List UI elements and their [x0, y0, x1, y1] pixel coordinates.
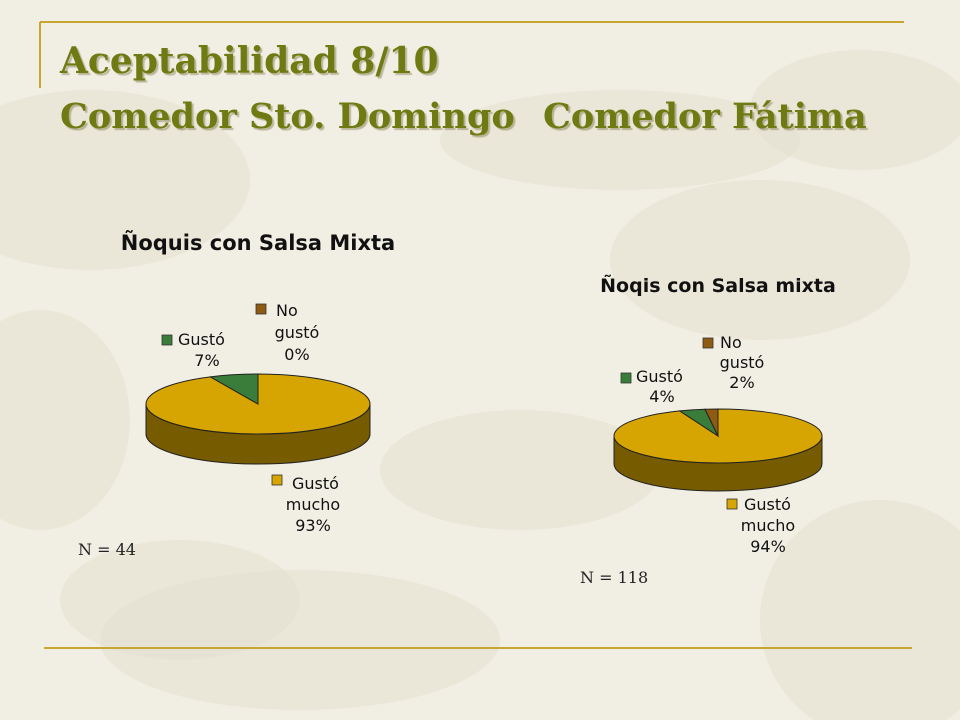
legend-swatch [702, 337, 714, 349]
slide-title: Aceptabilidad 8/10 [60, 40, 439, 82]
legend-swatch [726, 498, 738, 510]
slice-label-line: Gustó [744, 495, 791, 514]
legend-swatch [255, 303, 267, 315]
bg-texture-blob [760, 500, 960, 720]
slice-label-line: Gustó [178, 330, 225, 349]
bg-texture-blob [610, 180, 910, 340]
slice-label-line: Gustó [292, 474, 339, 493]
slice-label-line: 93% [295, 516, 331, 535]
slice-label-line: gustó [720, 353, 765, 372]
legend-swatch [271, 474, 283, 486]
slice-label-line: mucho [741, 516, 795, 535]
subtitle-fatima: Comedor Fátima [543, 96, 867, 137]
slice-label-line: 2% [729, 373, 754, 392]
slice-label-line: 7% [194, 351, 219, 370]
sample-size-sto-domingo: N = 44 [78, 540, 136, 559]
subtitle-sto-domingo: Comedor Sto. Domingo [60, 96, 515, 137]
legend-swatch [620, 372, 632, 384]
pie-slice-no-gust- [704, 408, 719, 437]
slice-label-line: No [720, 333, 742, 352]
slice-label-line: No [276, 301, 298, 320]
slice-label-line: mucho [286, 495, 340, 514]
bg-texture-blob [60, 540, 300, 660]
legend-swatch [161, 334, 173, 346]
slice-label-line: 0% [284, 345, 309, 364]
slice-label-line: 4% [649, 387, 674, 406]
pie-slice-gust- [208, 373, 259, 405]
slice-label-line: Gustó [636, 367, 683, 386]
bg-texture-blob [0, 310, 130, 530]
chart-title: Ñoquis con Salsa Mixta [121, 230, 395, 255]
sample-size-fatima: N = 118 [580, 568, 649, 587]
bg-texture-blob [750, 50, 960, 170]
slice-label-line: gustó [275, 323, 320, 342]
bg-texture-blob [440, 90, 800, 190]
slice-label-line: 94% [750, 537, 786, 556]
bg-texture-blob [0, 90, 250, 270]
bg-texture-blob [380, 410, 660, 530]
chart-title: Ñoqis con Salsa mixta [600, 273, 836, 297]
